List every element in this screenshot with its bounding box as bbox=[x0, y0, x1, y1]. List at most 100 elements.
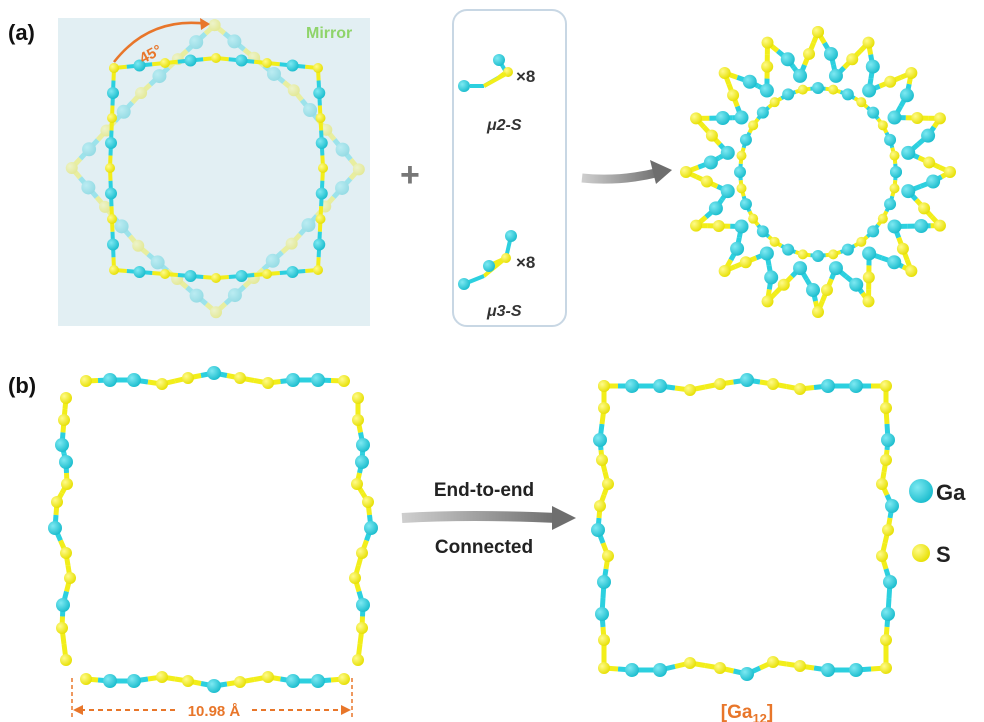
ga-atom bbox=[303, 103, 318, 118]
ga12-ring-top-view bbox=[105, 53, 328, 283]
ga-atom bbox=[105, 137, 117, 149]
s-atom bbox=[285, 237, 298, 250]
s-atom bbox=[234, 676, 246, 688]
s-atom bbox=[876, 550, 888, 562]
ga-atom bbox=[865, 59, 880, 74]
s-atom bbox=[933, 112, 946, 125]
s-atom bbox=[748, 120, 759, 131]
ga-atom bbox=[703, 155, 718, 170]
s-atom bbox=[318, 163, 328, 173]
s-atom bbox=[64, 572, 76, 584]
rotation-arrow bbox=[113, 21, 209, 63]
ga-atom bbox=[887, 219, 902, 234]
s-atom bbox=[690, 219, 703, 232]
s-atom bbox=[313, 63, 323, 73]
s-atom bbox=[211, 273, 221, 283]
s-atom bbox=[132, 239, 145, 252]
s-atom bbox=[61, 478, 73, 490]
legend-s-label: S bbox=[936, 542, 951, 567]
ga-atom bbox=[286, 674, 300, 688]
ga-atom bbox=[355, 455, 369, 469]
mu2-s-fragment bbox=[458, 54, 513, 92]
s-atom bbox=[767, 656, 779, 668]
s-atom bbox=[362, 496, 374, 508]
s-atom bbox=[356, 547, 368, 559]
s-atom bbox=[598, 662, 610, 674]
ga-atom bbox=[82, 142, 97, 157]
ga-atom bbox=[227, 288, 242, 303]
s-atom bbox=[923, 156, 936, 169]
s-atom bbox=[210, 306, 222, 319]
s-atom bbox=[60, 547, 72, 559]
ga-atom bbox=[356, 598, 370, 612]
s-atom bbox=[880, 634, 892, 646]
mu2-count: ×8 bbox=[516, 67, 535, 86]
s-atom bbox=[705, 129, 718, 142]
s-atom bbox=[877, 120, 888, 131]
s-atom bbox=[315, 214, 326, 224]
ga-atom bbox=[901, 145, 916, 160]
ga-atom bbox=[841, 88, 854, 101]
s-atom bbox=[769, 236, 780, 247]
ga-atom bbox=[806, 283, 821, 298]
ga-atom bbox=[189, 35, 204, 50]
ga-atom bbox=[313, 87, 326, 99]
s-atom bbox=[352, 414, 364, 426]
cluster-label: [Ga12] bbox=[721, 702, 773, 722]
s-atom bbox=[287, 84, 300, 97]
s-atom bbox=[797, 249, 808, 260]
ga-atom bbox=[759, 246, 774, 261]
ga-atom bbox=[734, 219, 749, 234]
ga-atom bbox=[867, 225, 880, 238]
s-atom bbox=[739, 256, 752, 269]
s-atom bbox=[736, 183, 747, 194]
ga-atom bbox=[867, 106, 880, 119]
ga-atom bbox=[107, 87, 119, 99]
ga-atom bbox=[841, 243, 854, 256]
s-atom bbox=[911, 111, 924, 124]
s-atom bbox=[718, 264, 731, 277]
s-atom bbox=[812, 306, 824, 318]
ga-atom bbox=[133, 59, 146, 72]
ga-atom bbox=[114, 219, 129, 234]
ga-atom bbox=[103, 674, 117, 688]
s-atom bbox=[828, 249, 839, 260]
ga-atom bbox=[720, 184, 735, 199]
ga-atom bbox=[720, 145, 735, 160]
s-atom bbox=[812, 26, 824, 38]
ga-atom bbox=[734, 166, 746, 178]
mu3-label: μ3-S bbox=[486, 303, 522, 320]
ga-atom bbox=[708, 201, 723, 216]
s-atom bbox=[98, 200, 111, 213]
ga-atom bbox=[849, 379, 863, 393]
s-atom bbox=[794, 660, 806, 672]
mu3-s-fragment bbox=[458, 230, 517, 290]
ga-atom bbox=[356, 438, 370, 452]
ga-atom bbox=[862, 246, 877, 261]
s-atom bbox=[156, 378, 168, 390]
s-atom bbox=[862, 271, 875, 284]
ga-atom bbox=[653, 379, 667, 393]
ga-atom bbox=[885, 499, 899, 513]
mirror-label: Mirror bbox=[306, 25, 352, 42]
s-atom bbox=[700, 175, 713, 188]
ga-atom bbox=[315, 137, 328, 149]
s-atom bbox=[761, 36, 774, 49]
rotated-ring-ghost bbox=[65, 19, 365, 319]
s-atom bbox=[338, 673, 350, 685]
s-atom bbox=[352, 392, 364, 404]
ga-atom bbox=[782, 88, 795, 101]
s-atom bbox=[896, 242, 909, 255]
ga-atom bbox=[48, 521, 62, 535]
ga-atom bbox=[812, 82, 824, 94]
s-atom bbox=[889, 150, 900, 161]
ga-atom bbox=[286, 266, 299, 278]
s-atom bbox=[797, 84, 808, 95]
s-atom bbox=[351, 478, 363, 490]
ga-atom bbox=[152, 69, 167, 84]
ga-atom bbox=[127, 373, 141, 387]
ga-atom bbox=[311, 373, 325, 387]
ga-atom bbox=[793, 68, 808, 83]
